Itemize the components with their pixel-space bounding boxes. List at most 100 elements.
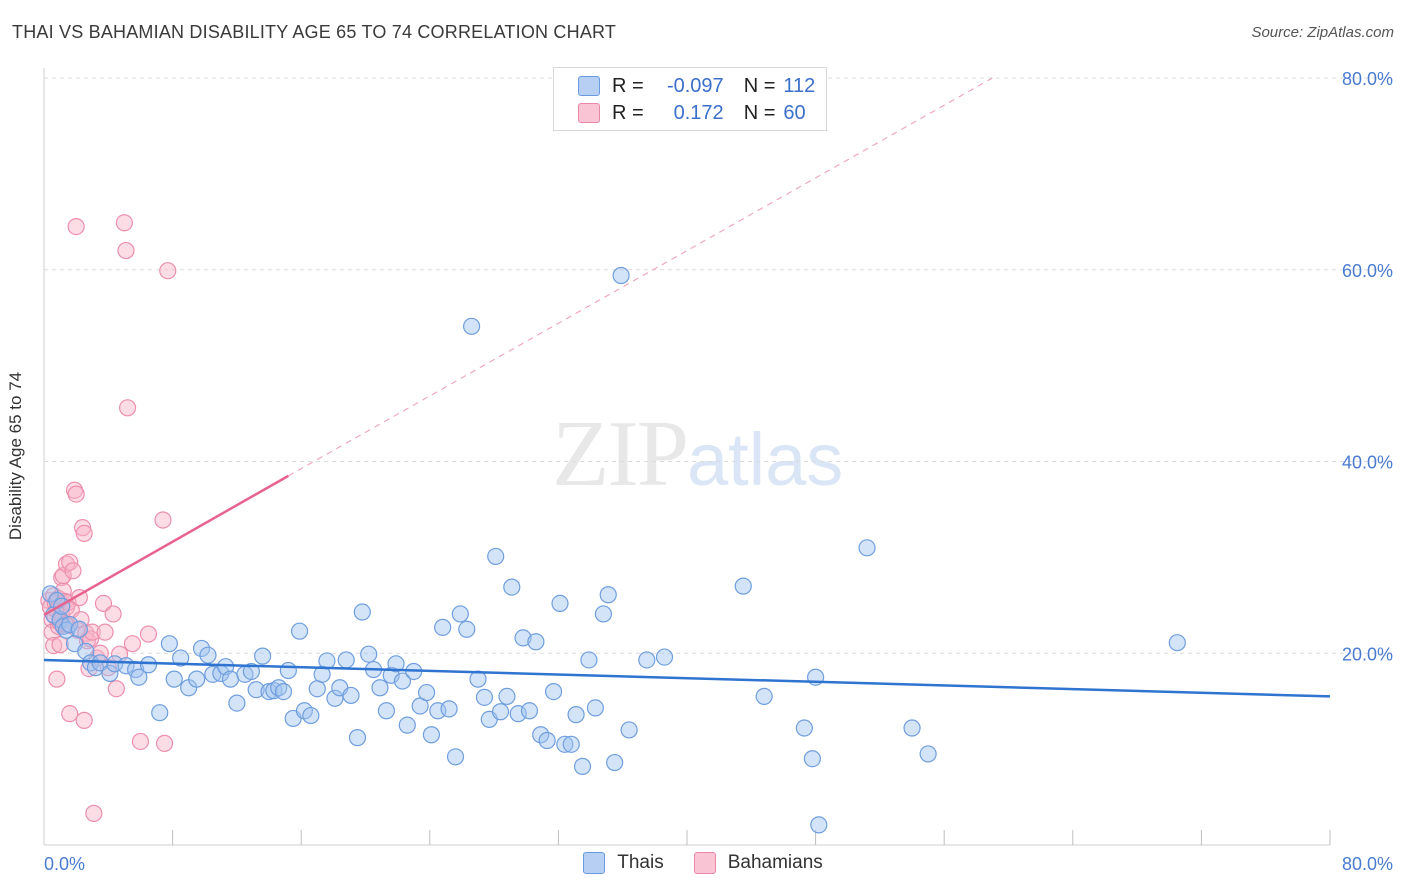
thai-point xyxy=(638,651,656,669)
thai-point xyxy=(795,719,813,737)
bahamian-point xyxy=(75,711,93,729)
thai-point xyxy=(544,682,563,701)
thai-point xyxy=(503,578,521,596)
legend-label-thais: Thais xyxy=(617,852,664,873)
thai-point xyxy=(532,726,550,744)
thai-point xyxy=(199,646,217,664)
thai-point xyxy=(487,547,505,566)
thai-point xyxy=(573,757,592,775)
thai-point xyxy=(151,704,169,722)
legend-item-thais[interactable]: Thais xyxy=(583,852,664,874)
series-legend: Thais Bahamians xyxy=(0,852,1406,874)
thai-point xyxy=(398,716,416,734)
thai-point xyxy=(903,719,921,737)
thai-point xyxy=(803,750,821,768)
chart-title: THAI VS BAHAMIAN DISABILITY AGE 65 TO 74… xyxy=(12,22,617,42)
thai-point xyxy=(451,605,469,623)
bahamian-point xyxy=(64,562,82,580)
x-tick-label: 0.0% xyxy=(44,854,85,874)
thai-point xyxy=(228,694,246,712)
bahamian-trend-extension xyxy=(288,77,993,477)
zipatlas-watermark: ZIPatlas xyxy=(552,402,844,506)
thai-point xyxy=(308,680,326,698)
y-tick-label: 80.0% xyxy=(1342,69,1393,89)
thai-point xyxy=(342,686,360,705)
thai-point xyxy=(462,317,481,335)
thai-point xyxy=(440,700,458,718)
bahamian-point xyxy=(83,623,101,641)
thai-point xyxy=(538,731,556,750)
bahamian-point xyxy=(67,218,85,236)
thai-point xyxy=(192,639,211,658)
thai-point xyxy=(755,687,773,705)
thai-point xyxy=(527,633,545,651)
thai-point xyxy=(377,702,395,720)
x-tick-label: 80.0% xyxy=(1342,854,1393,874)
thai-point xyxy=(101,664,119,682)
legend-row-thais: R = -0.097 N = 112 xyxy=(578,73,815,99)
thai-point xyxy=(599,586,617,604)
thai-point xyxy=(70,620,88,638)
thai-point xyxy=(371,679,389,697)
thai-point xyxy=(606,753,624,772)
thai-point xyxy=(188,670,206,688)
thai-point xyxy=(279,661,297,680)
bahamian-point xyxy=(61,705,79,723)
thai-point xyxy=(475,688,494,706)
thai-point xyxy=(567,706,585,724)
thai-point xyxy=(655,648,674,666)
bahamian-point xyxy=(107,680,125,698)
thai-point xyxy=(242,662,260,681)
thai-point xyxy=(446,748,465,766)
thai-point xyxy=(612,266,630,285)
thai-point xyxy=(360,645,378,663)
thai-point xyxy=(562,735,580,753)
legend-swatch-thais xyxy=(578,76,600,96)
legend-item-bahamians[interactable]: Bahamians xyxy=(693,852,823,874)
thai-point xyxy=(586,699,604,717)
y-tick-label: 40.0% xyxy=(1342,453,1393,473)
thai-point xyxy=(810,816,828,834)
thai-point xyxy=(139,656,158,674)
thai-point xyxy=(41,585,60,603)
thai-point xyxy=(919,745,937,763)
legend-label-bahamians: Bahamians xyxy=(727,852,823,873)
thai-point xyxy=(556,735,574,753)
bahamian-point xyxy=(45,636,63,655)
legend-r-value: 0.172 xyxy=(673,101,724,124)
thai-point xyxy=(221,670,240,688)
bahamian-point xyxy=(75,524,93,543)
thai-point xyxy=(313,665,331,683)
legend-swatch-bahamians xyxy=(578,103,600,123)
legend-swatch-bahamians xyxy=(693,852,716,874)
bahamian-point xyxy=(51,636,69,654)
bahamian-point xyxy=(123,635,142,653)
thai-point xyxy=(318,652,336,670)
legend-r-value: -0.097 xyxy=(666,74,724,97)
legend-n-value: 112 xyxy=(783,74,816,97)
source-label: Source: ZipAtlas.com xyxy=(1251,24,1394,41)
thai-point xyxy=(348,729,367,747)
thai-point xyxy=(254,647,272,665)
thai-point xyxy=(580,651,598,669)
thai-point xyxy=(302,706,320,725)
legend-n-label: N = xyxy=(743,74,776,97)
thai-point xyxy=(61,615,79,634)
legend-row-bahamians: R = 0.172 N = 60 xyxy=(578,100,806,126)
bahamian-point xyxy=(131,732,150,751)
bahamian-point xyxy=(67,485,85,503)
correlation-legend: R = -0.097 N = 112 R = 0.172 N = 60 xyxy=(553,67,827,131)
thai-point xyxy=(393,672,412,690)
bahamian-point xyxy=(118,399,137,417)
thai-trend-line xyxy=(43,658,1331,698)
thai-point xyxy=(509,705,527,723)
thai-point xyxy=(458,620,476,638)
thai-point xyxy=(417,683,436,702)
thai-point xyxy=(498,687,516,705)
bahamian-point xyxy=(154,511,172,529)
legend-n-value: 60 xyxy=(783,101,806,124)
y-tick-label: 60.0% xyxy=(1342,261,1393,281)
thai-point xyxy=(353,603,371,621)
thai-point xyxy=(82,654,100,672)
